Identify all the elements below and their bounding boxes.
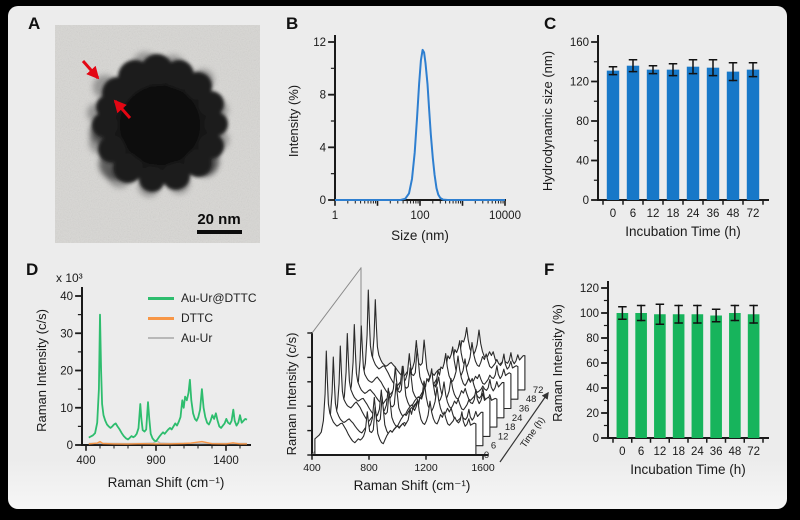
svg-text:24: 24 <box>687 208 700 220</box>
svg-text:40: 40 <box>576 156 589 168</box>
svg-text:0: 0 <box>583 195 589 207</box>
panel-label-b: B <box>286 14 299 33</box>
svg-text:18: 18 <box>667 208 680 220</box>
svg-text:900: 900 <box>146 455 165 467</box>
legend-swatch-dttc <box>148 316 174 320</box>
svg-text:48: 48 <box>728 446 741 458</box>
svg-text:12: 12 <box>647 208 660 220</box>
raman-legend: Au-Ur@DTTC DTTC Au-Ur <box>148 292 257 344</box>
svg-text:36: 36 <box>707 208 720 220</box>
svg-text:48: 48 <box>526 394 537 405</box>
svg-text:0: 0 <box>593 433 599 445</box>
svg-text:72: 72 <box>747 446 760 458</box>
svg-text:0: 0 <box>619 446 625 458</box>
red-arrow-outer <box>81 60 100 80</box>
svg-text:18: 18 <box>505 422 516 433</box>
legend-swatch-au-ur-dttc <box>148 296 174 300</box>
svg-text:400: 400 <box>76 455 95 467</box>
svg-text:Raman Shift (cm⁻¹): Raman Shift (cm⁻¹) <box>354 478 471 493</box>
svg-text:12: 12 <box>313 37 326 49</box>
svg-text:12: 12 <box>498 431 509 442</box>
svg-text:18: 18 <box>672 446 685 458</box>
size-distribution-chart: 0 4 8 12 1 100 10000 Size (nm) Intensity (%) <box>286 35 521 243</box>
svg-text:20: 20 <box>60 366 73 378</box>
figure-panel-board: A B C D E F <box>8 6 787 509</box>
svg-text:x 10³: x 10³ <box>56 271 83 285</box>
svg-text:36: 36 <box>710 446 723 458</box>
panel-label-f: F <box>544 260 555 279</box>
svg-text:72: 72 <box>747 208 760 220</box>
svg-text:8: 8 <box>320 90 326 102</box>
legend-item-au-ur: Au-Ur <box>148 332 257 344</box>
svg-text:6: 6 <box>630 208 636 220</box>
svg-text:60: 60 <box>586 358 599 370</box>
svg-text:1400: 1400 <box>213 455 239 467</box>
svg-text:30: 30 <box>60 328 73 340</box>
panel-label-c: C <box>544 14 557 33</box>
shell-arrows <box>81 60 132 119</box>
svg-text:Intensity (%): Intensity (%) <box>286 85 301 157</box>
raman-spectra-chart: 0 10 20 30 40 x 10³ 400 900 1400 Raman Shift (cm⁻… <box>34 271 251 490</box>
svg-text:400: 400 <box>303 462 321 474</box>
svg-text:Raman Intensity (c/s): Raman Intensity (c/s) <box>34 309 49 432</box>
svg-text:100: 100 <box>580 308 599 320</box>
svg-text:0: 0 <box>67 440 73 452</box>
svg-text:120: 120 <box>570 77 589 89</box>
scale-bar <box>197 230 242 234</box>
svg-text:6: 6 <box>638 446 644 458</box>
red-arrow-inner <box>113 99 132 119</box>
svg-text:20: 20 <box>586 408 599 420</box>
hydrodynamic-size-bar-chart: 0 40 80 120 160 0 6 12 18 24 36 48 72 Incubation Time… <box>540 35 769 239</box>
svg-text:40: 40 <box>60 291 73 303</box>
svg-text:72: 72 <box>533 385 544 396</box>
legend-label-au-ur: Au-Ur <box>181 331 213 345</box>
svg-text:12: 12 <box>653 446 666 458</box>
legend-swatch-au-ur <box>148 337 174 339</box>
svg-text:100: 100 <box>410 210 429 222</box>
svg-text:Size (nm): Size (nm) <box>391 228 449 243</box>
panel-label-e: E <box>285 260 297 279</box>
svg-text:4: 4 <box>320 142 327 154</box>
svg-text:1200: 1200 <box>414 462 438 474</box>
scale-bar-label: 20 nm <box>197 211 240 228</box>
legend-item-au-ur-dttc: Au-Ur@DTTC <box>148 292 257 304</box>
svg-text:80: 80 <box>576 116 589 128</box>
svg-text:Incubation Time (h): Incubation Time (h) <box>630 462 746 477</box>
svg-text:80: 80 <box>586 333 599 345</box>
svg-text:24: 24 <box>691 446 704 458</box>
legend-item-dttc: DTTC <box>148 312 257 324</box>
raman-waterfall-chart: 7248362418126040080012001600Time (h)Rama… <box>284 267 549 493</box>
svg-text:800: 800 <box>360 462 378 474</box>
svg-text:Raman Intensity (%): Raman Intensity (%) <box>550 304 565 422</box>
svg-text:24: 24 <box>512 413 523 424</box>
legend-label-au-ur-dttc: Au-Ur@DTTC <box>181 291 257 305</box>
panel-label-d: D <box>26 260 39 279</box>
svg-text:Incubation Time (h): Incubation Time (h) <box>625 224 741 239</box>
nanoparticle-blob <box>87 52 229 197</box>
svg-text:0: 0 <box>320 195 326 207</box>
svg-text:Raman Intensity (c/s): Raman Intensity (c/s) <box>284 333 299 456</box>
svg-text:Hydrodynamic size (nm): Hydrodynamic size (nm) <box>540 51 555 191</box>
svg-text:120: 120 <box>580 283 599 295</box>
svg-text:10: 10 <box>60 403 73 415</box>
svg-text:160: 160 <box>570 37 589 49</box>
tem-image-panel: 20 nm <box>55 25 260 243</box>
svg-text:10000: 10000 <box>489 210 521 222</box>
svg-text:1: 1 <box>332 210 338 222</box>
raman-intensity-bar-chart: 0 20 40 60 80 100 120 0 6 12 18 24 36 48 72Incubation … <box>550 281 769 477</box>
svg-text:6: 6 <box>491 441 496 452</box>
svg-text:40: 40 <box>586 383 599 395</box>
svg-text:0: 0 <box>610 208 616 220</box>
svg-text:Raman Shift (cm⁻¹): Raman Shift (cm⁻¹) <box>108 475 225 490</box>
svg-text:48: 48 <box>727 208 740 220</box>
svg-text:1600: 1600 <box>471 462 495 474</box>
legend-label-dttc: DTTC <box>181 311 213 325</box>
svg-text:36: 36 <box>519 404 530 415</box>
panel-label-a: A <box>28 14 41 33</box>
